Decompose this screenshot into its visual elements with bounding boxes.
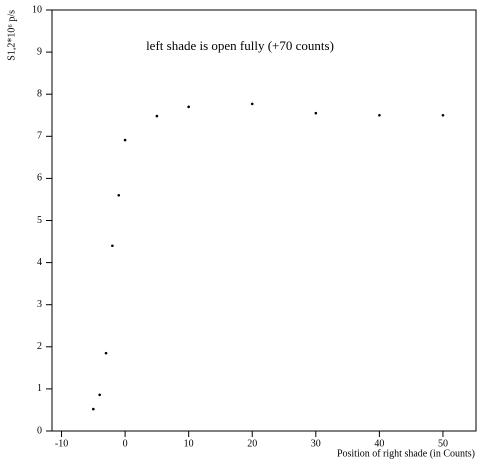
- x-tick-label: 30: [311, 438, 321, 449]
- point: [111, 244, 114, 248]
- point: [92, 407, 95, 411]
- y-tick-label: 3: [37, 299, 42, 310]
- point: [123, 138, 127, 142]
- point: [441, 113, 445, 117]
- x-tick-label: 20: [247, 438, 257, 449]
- point: [104, 351, 108, 355]
- y-tick-label: 10: [32, 4, 42, 15]
- x-tick-label: 10: [184, 438, 194, 449]
- x-tick-label: 50: [438, 438, 448, 449]
- y-axis-label: S1,2*10⁶ p/s: [6, 10, 17, 61]
- y-tick-label: 2: [37, 341, 42, 352]
- point: [117, 193, 121, 197]
- annotation: left shade is open fully (+70 counts): [146, 38, 334, 53]
- x-tick-label: -10: [55, 438, 68, 449]
- plot-frame: [51, 9, 477, 432]
- point: [250, 102, 254, 106]
- point: [98, 393, 101, 397]
- x-tick-label: 40: [374, 438, 384, 449]
- point: [155, 114, 159, 118]
- y-tick-label: 6: [37, 173, 42, 184]
- point: [314, 111, 318, 115]
- y-tick-label: 0: [37, 425, 42, 436]
- x-tick-label: 0: [123, 438, 128, 449]
- x-axis-label: Position of right shade (in Counts): [337, 448, 475, 459]
- point: [378, 113, 381, 117]
- y-tick-label: 1: [37, 383, 42, 394]
- y-tick-label: 4: [37, 257, 42, 268]
- y-tick-label: 9: [37, 46, 42, 57]
- y-tick-label: 5: [37, 215, 42, 226]
- y-tick-label: 8: [37, 88, 42, 99]
- y-tick-label: 7: [37, 131, 42, 142]
- point: [187, 105, 190, 109]
